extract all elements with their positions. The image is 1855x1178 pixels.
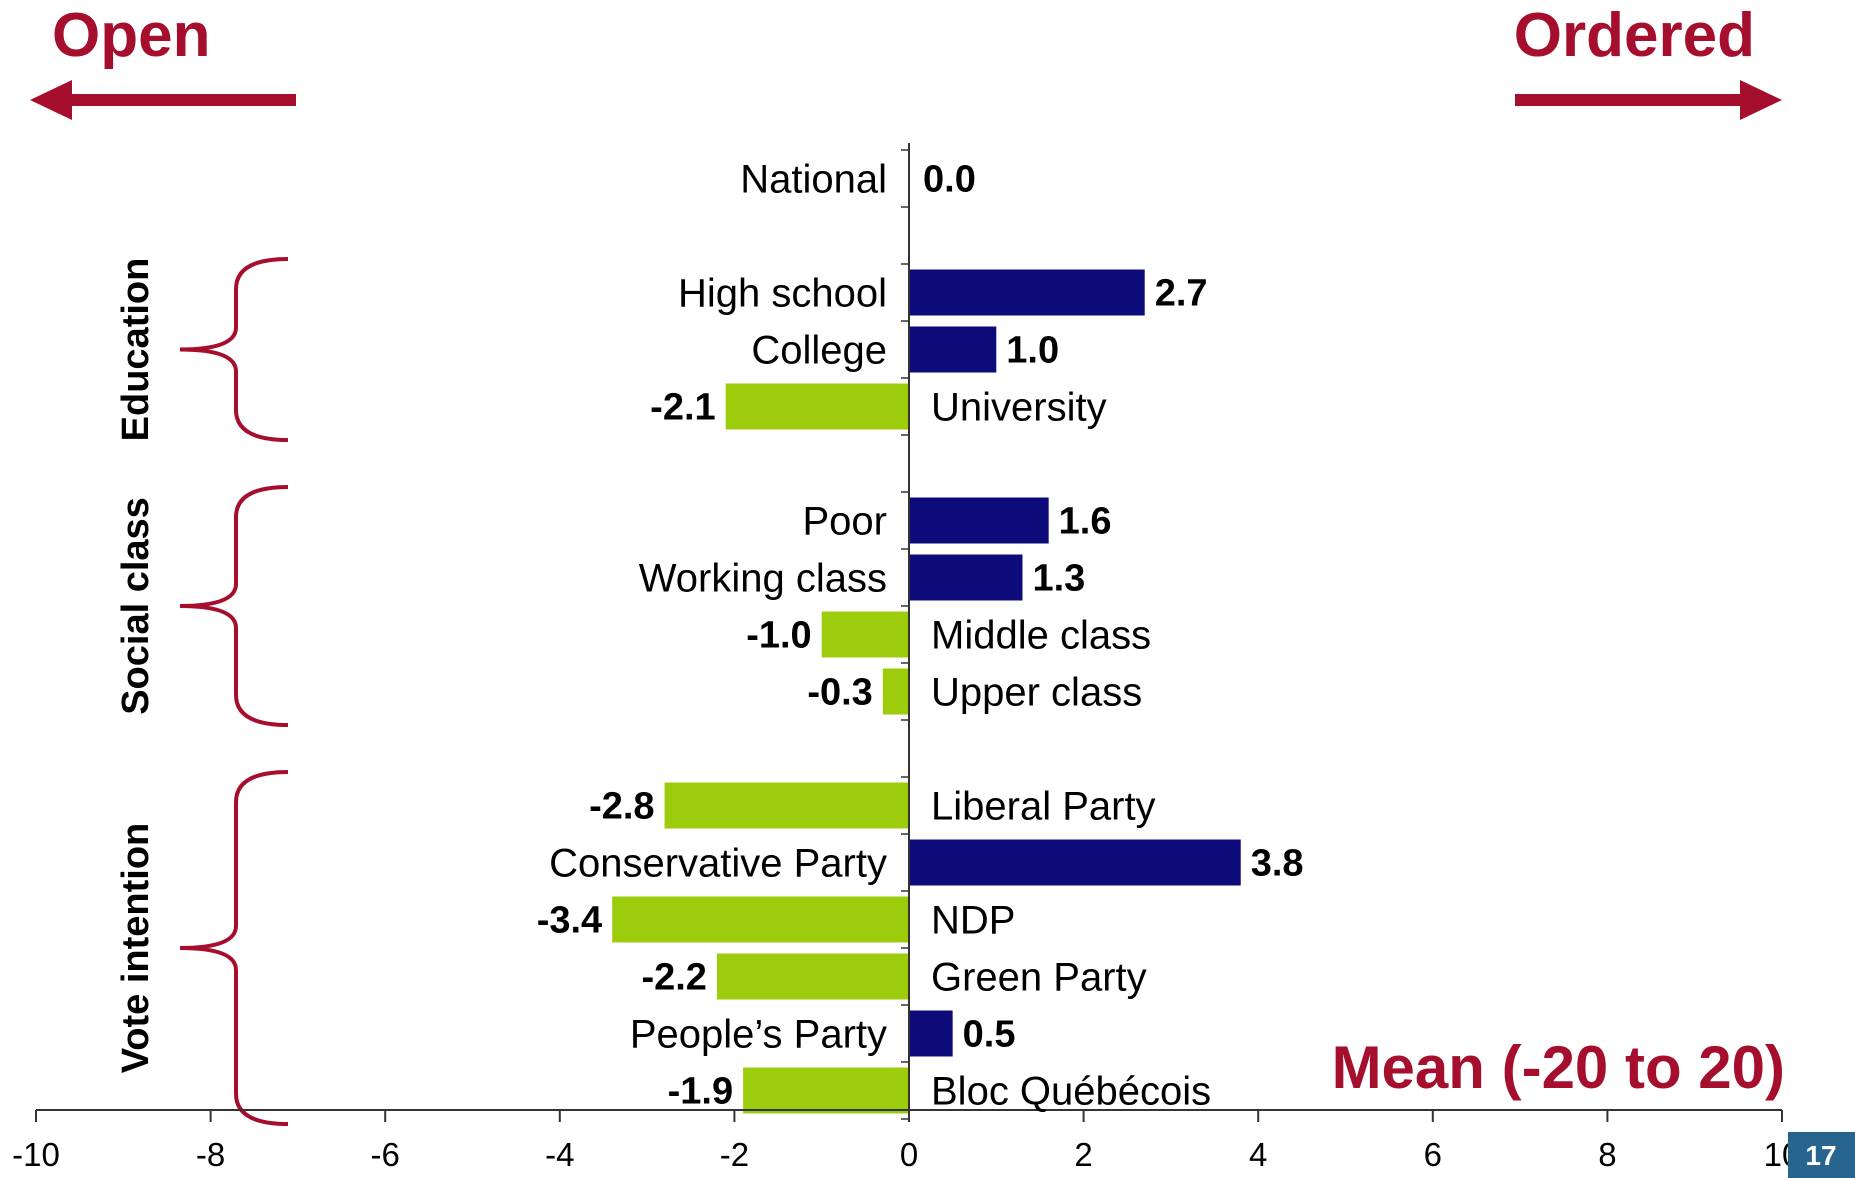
x-tick-labels: -10 -8 -6 -4 -2 0 2 4 6 8 10 [12, 1136, 1800, 1173]
category-labels: National High school College University Poor… [549, 158, 1211, 1114]
category-label: College [751, 329, 887, 373]
x-tick-label: -4 [545, 1136, 574, 1173]
x-tick-label: 6 [1424, 1136, 1442, 1173]
value-label: -1.0 [746, 615, 811, 657]
category-label: Conservative Party [549, 842, 887, 886]
x-tick-label: 0 [900, 1136, 918, 1173]
group-bracket [179, 257, 289, 442]
bar [821, 611, 909, 658]
x-tick-label: 8 [1598, 1136, 1616, 1173]
category-label: People’s Party [630, 1013, 887, 1057]
category-label: Liberal Party [931, 785, 1156, 829]
group-label: Vote intention [115, 823, 157, 1074]
value-label: -2.1 [650, 387, 715, 429]
ordered-label: Ordered [1514, 1, 1755, 70]
page-number: 17 [1805, 1140, 1836, 1171]
value-label: -1.9 [668, 1071, 733, 1113]
x-tick-label: 4 [1249, 1136, 1267, 1173]
value-label: -2.8 [589, 786, 654, 828]
bar [743, 1067, 909, 1114]
bar [909, 497, 1049, 544]
x-tick-label: -2 [720, 1136, 749, 1173]
category-label: NDP [931, 899, 1015, 943]
category-label: Middle class [931, 614, 1151, 658]
group-label: Education [115, 258, 157, 442]
category-label: Green Party [931, 956, 1147, 1000]
value-label: 1.3 [1032, 558, 1085, 600]
category-label: Poor [803, 500, 888, 544]
bar [909, 326, 997, 373]
value-label: 0.5 [963, 1014, 1016, 1056]
value-label: 3.8 [1251, 843, 1304, 885]
group-label: Social class [115, 497, 157, 715]
value-label: 0.0 [923, 159, 976, 201]
page-badge [1788, 1132, 1855, 1178]
category-label: High school [678, 272, 887, 316]
category-label: University [931, 386, 1107, 430]
x-tick-label: -10 [12, 1136, 60, 1173]
bar [612, 896, 909, 943]
x-tick-label: -8 [196, 1136, 225, 1173]
open-label: Open [52, 1, 210, 70]
bar [716, 953, 909, 1000]
axes [35, 143, 1783, 1122]
category-label: Upper class [931, 671, 1142, 715]
x-tick-label: -6 [371, 1136, 400, 1173]
bar [909, 554, 1023, 601]
group-brackets: Education Social class Vote intention [115, 257, 289, 1126]
group-bracket [179, 485, 289, 727]
value-label: 1.0 [1006, 330, 1059, 372]
value-label: -0.3 [807, 672, 872, 714]
value-label: 1.6 [1059, 501, 1112, 543]
value-label: -3.4 [537, 900, 602, 942]
bar [882, 668, 909, 715]
x-tick-label: 2 [1074, 1136, 1092, 1173]
bar [664, 782, 909, 829]
bar [725, 383, 909, 430]
category-label: National [740, 158, 887, 202]
right-arrow-icon [1515, 80, 1782, 120]
category-label: Bloc Québécois [931, 1070, 1211, 1114]
bars [612, 269, 1241, 1114]
bar [909, 839, 1241, 886]
category-label: Working class [639, 557, 887, 601]
axis-title: Mean (-20 to 20) [1332, 1034, 1785, 1101]
left-arrow-icon [30, 80, 296, 120]
value-labels: 0.0 2.7 1.0 -2.1 1.6 1.3 -1.0 -0.3 -2.8 3.8 -3.4 -2… [537, 159, 1304, 1113]
bar [909, 269, 1145, 316]
value-label: -2.2 [641, 957, 706, 999]
bar [909, 1010, 953, 1057]
group-bracket [179, 770, 289, 1126]
value-label: 2.7 [1155, 273, 1208, 315]
